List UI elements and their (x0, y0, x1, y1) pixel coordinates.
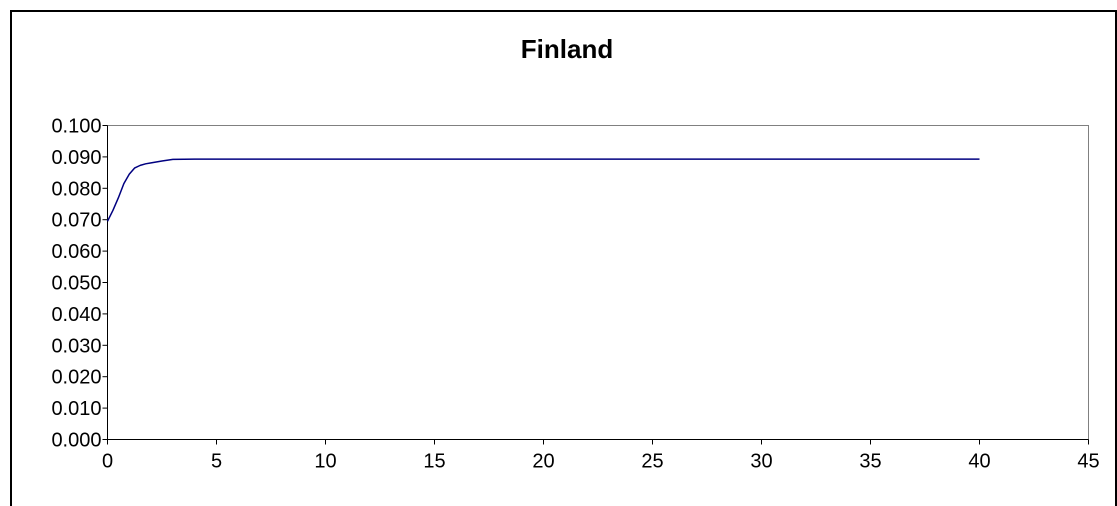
x-tick-label: 20 (532, 451, 554, 473)
chart-title: Finland (521, 34, 613, 64)
x-tick-label: 25 (641, 451, 663, 473)
x-tick-label: 35 (859, 451, 881, 473)
y-tick-label: 0.090 (51, 147, 101, 169)
y-tick-label: 0.080 (51, 178, 101, 200)
x-tick-label: 15 (423, 451, 445, 473)
chart-frame: Finland 0.000 0.010 0.020 0.030 0.040 0.050 0.… (10, 10, 1117, 506)
y-tick-label: 0.070 (51, 210, 101, 232)
y-tick-label: 0.010 (51, 398, 101, 420)
x-tick-label: 40 (968, 451, 990, 473)
y-axis-ticks: 0.000 0.010 0.020 0.030 0.040 0.050 0.060 0.070… (51, 116, 108, 452)
y-tick-label: 0.000 (51, 430, 101, 452)
y-tick-label: 0.030 (51, 335, 101, 357)
x-tick-label: 30 (750, 451, 772, 473)
x-tick-label: 0 (102, 451, 113, 473)
x-tick-label: 10 (314, 451, 336, 473)
plot-area (107, 125, 1089, 440)
y-tick-label: 0.060 (51, 241, 101, 263)
y-tick-label: 0.040 (51, 304, 101, 326)
chart: Finland 0.0000.0100.0200.0300.0400.0500.… (51, 34, 1100, 473)
y-tick-label: 0.020 (51, 367, 101, 389)
x-axis-ticks: 0 5 10 15 20 25 30 35 40 45 (102, 439, 1100, 473)
series-line (106, 158, 980, 222)
y-tick-label: 0.050 (51, 273, 101, 295)
series-layer (106, 158, 980, 222)
x-tick-label: 5 (211, 451, 222, 473)
x-tick-label: 45 (1077, 451, 1099, 473)
y-tick-label: 0.100 (51, 116, 101, 138)
